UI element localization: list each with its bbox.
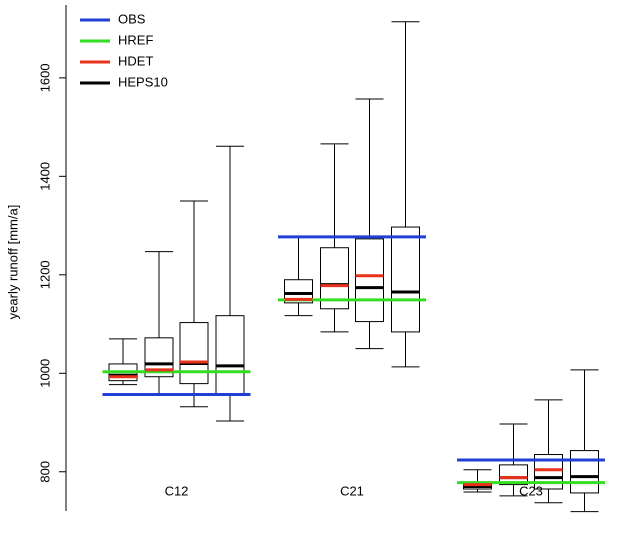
box	[391, 226, 420, 333]
x-tick-label: C23	[519, 483, 543, 498]
y-tick-label: 800	[37, 461, 52, 483]
y-tick-label: 1400	[37, 162, 52, 191]
legend-label: HEPS10	[118, 74, 168, 89]
legend-label: OBS	[118, 11, 146, 26]
y-tick-label: 1600	[37, 63, 52, 92]
box	[355, 238, 384, 323]
y-axis-label: yearly runoff [mm/a]	[5, 205, 20, 320]
y-tick-label: 1200	[37, 260, 52, 289]
x-tick-label: C12	[165, 483, 189, 498]
legend-label: HDET	[118, 53, 153, 68]
box	[534, 454, 563, 490]
box	[284, 279, 313, 304]
box	[144, 337, 174, 378]
y-tick-label: 1000	[37, 359, 52, 388]
box	[499, 464, 528, 486]
box	[570, 450, 599, 494]
box	[215, 315, 245, 395]
x-tick-label: C21	[340, 483, 364, 498]
legend-label: HREF	[118, 32, 153, 47]
box	[320, 247, 349, 310]
box	[179, 322, 209, 385]
